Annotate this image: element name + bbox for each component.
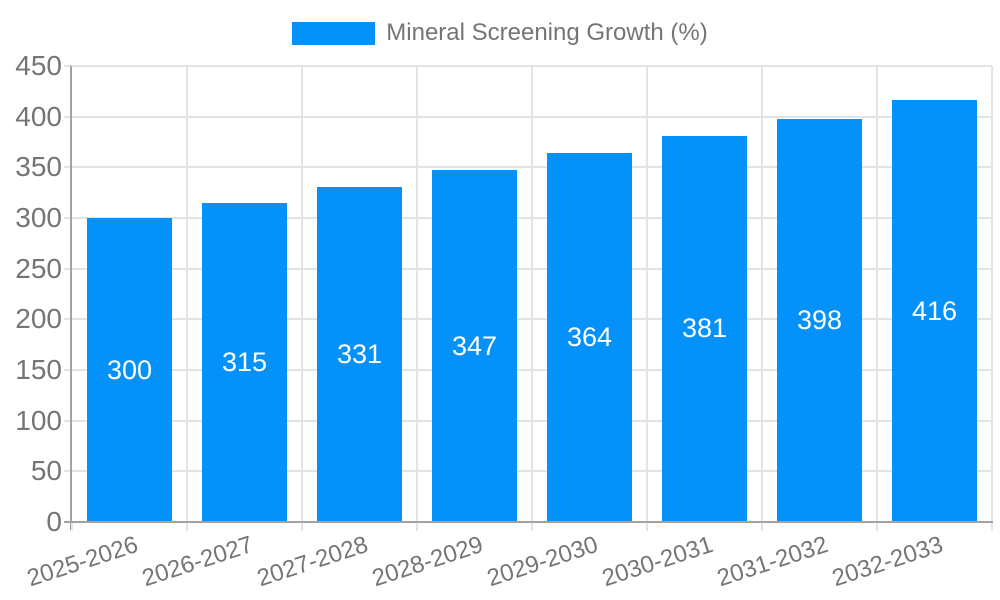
x-tick (301, 523, 303, 531)
y-tick (64, 166, 72, 169)
x-gridline (876, 66, 878, 522)
bar-value-label: 347 (451, 330, 498, 361)
legend-swatch (292, 21, 376, 45)
chart-legend: Mineral Screening Growth (%) (0, 19, 1000, 47)
y-tick-label: 400 (15, 100, 62, 132)
bar-value-label: 381 (681, 313, 728, 344)
y-tick-label: 300 (15, 202, 62, 233)
y-tick (64, 470, 72, 473)
bar: 300 (87, 218, 172, 522)
bar: 381 (662, 135, 747, 522)
bar-value-label: 315 (221, 346, 268, 377)
y-tick-label: 100 (15, 404, 62, 436)
y-tick (64, 65, 72, 67)
x-gridline (186, 66, 188, 522)
y-tick (64, 318, 72, 321)
bar: 398 (777, 118, 862, 522)
y-tick (64, 369, 72, 371)
y-tick-label: 150 (15, 354, 62, 385)
bar: 315 (202, 202, 287, 522)
x-tick (531, 523, 533, 531)
x-gridline (761, 66, 763, 522)
x-gridline (991, 66, 993, 522)
x-tick (646, 523, 648, 531)
y-axis-line (70, 66, 72, 530)
x-tick (416, 523, 418, 531)
x-tick (186, 523, 188, 531)
legend-label: Mineral Screening Growth (%) (386, 19, 708, 46)
y-tick (64, 115, 72, 118)
x-tick (71, 523, 73, 531)
plot-area: 300 315 331 347 364 381 398 416 (72, 65, 993, 522)
bar: 416 (892, 100, 977, 522)
y-tick-label: 350 (15, 151, 62, 183)
y-tick-label: 250 (15, 252, 62, 284)
x-gridline (531, 66, 533, 522)
x-gridline (301, 66, 303, 522)
x-tick (991, 523, 993, 531)
x-gridline (416, 66, 418, 522)
bar: 364 (547, 153, 632, 522)
y-tick-label: 450 (15, 50, 62, 81)
y-tick (64, 419, 72, 422)
y-tick-label: 0 (46, 506, 62, 537)
bar-value-label: 300 (106, 354, 153, 385)
x-tick (876, 523, 878, 531)
bar: 347 (432, 170, 517, 522)
bar-value-label: 331 (336, 338, 383, 369)
y-tick (64, 217, 72, 219)
bar-value-label: 398 (796, 304, 843, 335)
legend-item[interactable]: Mineral Screening Growth (%) (292, 19, 708, 47)
bar-value-label: 364 (566, 322, 613, 353)
x-axis-line (64, 521, 993, 523)
bar-value-label: 416 (911, 295, 958, 326)
bar: 331 (317, 186, 402, 522)
x-gridline (646, 66, 648, 522)
x-tick (761, 523, 763, 531)
y-tick-label: 50 (30, 455, 62, 487)
y-tick (64, 267, 72, 270)
y-tick-label: 200 (15, 303, 62, 335)
